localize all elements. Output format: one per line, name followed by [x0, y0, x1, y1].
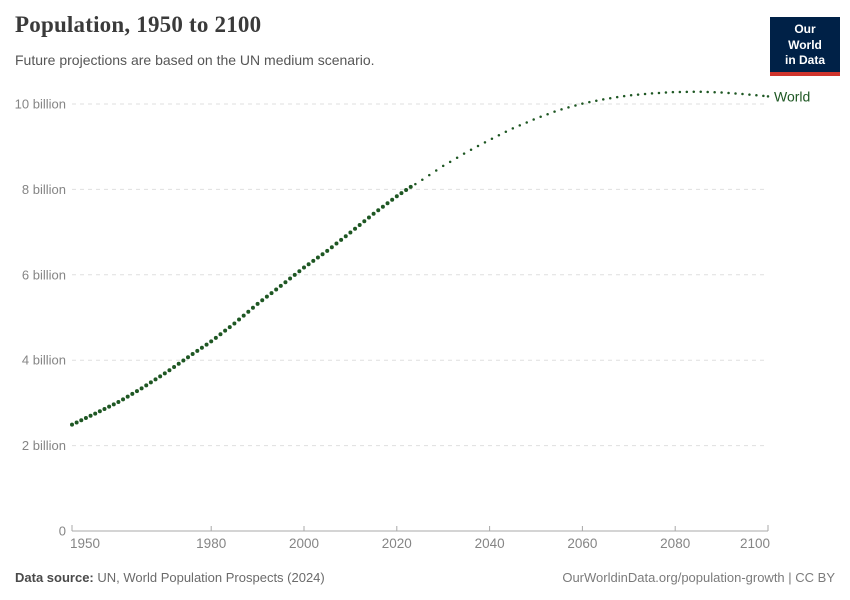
footer-link[interactable]: OurWorldinData.org/population-growth | C…	[562, 570, 835, 585]
series-label-world[interactable]: World	[774, 88, 810, 104]
x-axis-label: 2040	[475, 536, 505, 551]
data-source-label: Data source:	[15, 570, 94, 585]
y-axis-label: 2 billion	[22, 438, 66, 453]
owid-logo[interactable]: Our World in Data	[770, 17, 840, 76]
x-axis-label: 2000	[289, 536, 319, 551]
y-axis-label: 4 billion	[22, 353, 66, 368]
y-axis-label: 6 billion	[22, 267, 66, 282]
chart-subtitle: Future projections are based on the UN m…	[15, 52, 375, 68]
y-axis-label: 8 billion	[22, 182, 66, 197]
series-world-observed[interactable]	[70, 184, 413, 427]
x-axis-label: 1980	[196, 536, 226, 551]
owid-logo-line1: Our World	[788, 22, 822, 52]
x-axis-label: 2100	[740, 536, 770, 551]
y-axis-label: 0	[59, 524, 66, 539]
y-axis-label: 10 billion	[15, 97, 66, 112]
chart-title: Population, 1950 to 2100	[15, 12, 262, 37]
series-world-projected[interactable]	[414, 90, 770, 186]
data-source-value: UN, World Population Prospects (2024)	[97, 570, 325, 585]
data-source: Data source: UN, World Population Prospe…	[15, 570, 325, 585]
chart-footer: Data source: UN, World Population Prospe…	[15, 570, 835, 585]
x-axis-label: 1950	[70, 536, 100, 551]
x-axis-label: 2080	[660, 536, 690, 551]
x-axis-label: 2060	[567, 536, 597, 551]
owid-logo-line2: in Data	[784, 53, 825, 68]
x-axis-label: 2020	[382, 536, 412, 551]
